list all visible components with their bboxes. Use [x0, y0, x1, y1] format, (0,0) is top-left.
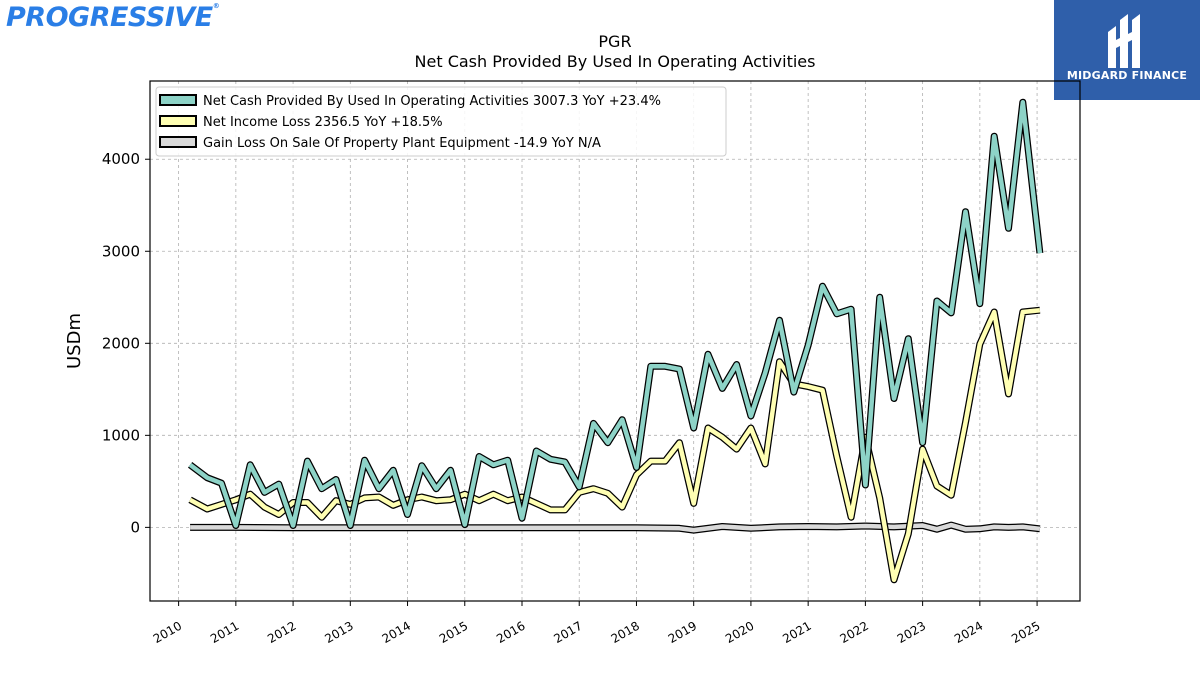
x-tick-label: 2025 — [1009, 619, 1042, 646]
y-tick-label: 2000 — [102, 334, 140, 352]
legend-entry: Net Income Loss 2356.5 YoY +18.5% — [203, 115, 443, 130]
legend-entry: Net Cash Provided By Used In Operating A… — [203, 94, 661, 109]
legend: Net Cash Provided By Used In Operating A… — [155, 86, 727, 157]
progressive-logo: PROGRESSIVE® — [6, 2, 220, 33]
axes: 2010 2011 2012 2013 2014 2015 2016 2017 2018 2019… — [102, 150, 1043, 646]
midgard-mark-icon — [1108, 14, 1140, 68]
y-tick-label: 1000 — [102, 426, 140, 444]
midgard-finance-label: MIDGARD FINANCE — [1066, 69, 1188, 82]
x-tick-label: 2024 — [952, 619, 985, 646]
x-tick-label: 2012 — [265, 619, 298, 646]
y-tick-label: 0 — [130, 518, 140, 536]
legend-swatch — [159, 115, 197, 127]
plot-frame — [149, 80, 1081, 602]
legend-swatch — [159, 136, 197, 148]
chart-title: PGR — [598, 32, 631, 51]
x-tick-label: 2018 — [609, 619, 642, 646]
x-tick-label: 2023 — [895, 619, 928, 646]
x-tick-label: 2020 — [723, 619, 756, 646]
legend-swatch — [159, 94, 197, 106]
x-tick-label: 2017 — [551, 619, 584, 646]
x-tick-label: 2022 — [838, 619, 871, 646]
x-tick-label: 2021 — [780, 619, 813, 646]
series-line-1 — [188, 99, 1043, 528]
legend-entry: Gain Loss On Sale Of Property Plant Equi… — [203, 136, 601, 151]
series-line-2 — [189, 307, 1041, 583]
x-tick-label: 2013 — [322, 619, 355, 646]
series-outline-1 — [187, 98, 1044, 529]
chart-subtitle: Net Cash Provided By Used In Operating A… — [415, 52, 816, 71]
series-lines — [187, 98, 1044, 584]
x-tick-label: 2014 — [380, 619, 413, 646]
y-tick-label: 4000 — [102, 150, 140, 168]
x-tick-label: 2016 — [494, 619, 527, 646]
midgard-finance-logo: MIDGARD FINANCE — [1054, 0, 1200, 100]
series-line-3 — [190, 522, 1041, 533]
y-axis-label: USDm — [64, 313, 85, 369]
y-tick-label: 3000 — [102, 242, 140, 260]
x-tick-label: 2010 — [151, 619, 184, 646]
x-tick-label: 2015 — [437, 619, 470, 646]
legend-box — [155, 86, 727, 157]
x-tick-label: 2019 — [666, 619, 699, 646]
x-tick-label: 2011 — [208, 619, 241, 646]
